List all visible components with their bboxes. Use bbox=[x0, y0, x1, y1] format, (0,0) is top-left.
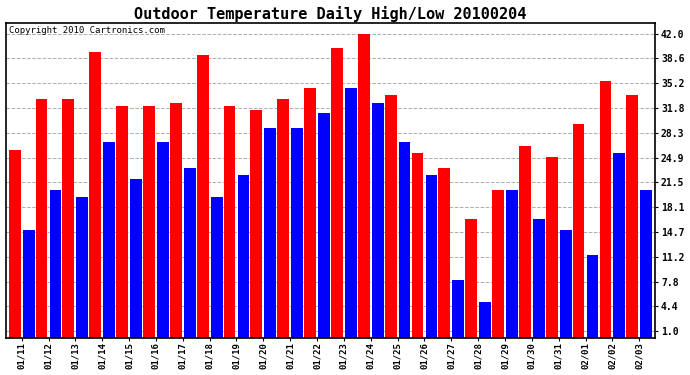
Bar bbox=[157, 142, 169, 338]
Bar bbox=[519, 146, 531, 338]
Bar bbox=[385, 95, 397, 338]
Bar bbox=[560, 230, 571, 338]
Bar bbox=[143, 106, 155, 338]
Bar bbox=[130, 179, 142, 338]
Bar bbox=[506, 190, 518, 338]
Bar bbox=[210, 197, 222, 338]
Bar bbox=[546, 157, 558, 338]
Bar bbox=[170, 102, 181, 338]
Bar bbox=[89, 52, 101, 338]
Text: Copyright 2010 Cartronics.com: Copyright 2010 Cartronics.com bbox=[9, 26, 165, 35]
Bar bbox=[331, 48, 343, 338]
Title: Outdoor Temperature Daily High/Low 20100204: Outdoor Temperature Daily High/Low 20100… bbox=[135, 6, 526, 21]
Bar bbox=[573, 124, 584, 338]
Bar bbox=[184, 168, 196, 338]
Bar bbox=[50, 190, 61, 338]
Bar bbox=[411, 153, 424, 338]
Bar bbox=[586, 255, 598, 338]
Bar bbox=[23, 230, 34, 338]
Bar bbox=[345, 88, 357, 338]
Bar bbox=[9, 150, 21, 338]
Bar bbox=[197, 56, 208, 338]
Bar bbox=[116, 106, 128, 338]
Bar bbox=[533, 219, 545, 338]
Bar bbox=[438, 168, 451, 338]
Bar bbox=[77, 197, 88, 338]
Bar bbox=[600, 81, 611, 338]
Bar bbox=[465, 219, 477, 338]
Bar bbox=[372, 102, 384, 338]
Bar bbox=[358, 34, 370, 338]
Bar bbox=[104, 142, 115, 338]
Bar bbox=[36, 99, 48, 338]
Bar bbox=[63, 99, 75, 338]
Bar bbox=[399, 142, 411, 338]
Bar bbox=[224, 106, 235, 338]
Bar bbox=[613, 153, 625, 338]
Bar bbox=[250, 110, 262, 338]
Bar bbox=[264, 128, 276, 338]
Bar bbox=[640, 190, 652, 338]
Bar bbox=[453, 280, 464, 338]
Bar bbox=[627, 95, 638, 338]
Bar bbox=[426, 175, 437, 338]
Bar bbox=[277, 99, 289, 338]
Bar bbox=[291, 128, 303, 338]
Bar bbox=[318, 113, 330, 338]
Bar bbox=[237, 175, 249, 338]
Bar bbox=[492, 190, 504, 338]
Bar bbox=[480, 302, 491, 338]
Bar bbox=[304, 88, 316, 338]
